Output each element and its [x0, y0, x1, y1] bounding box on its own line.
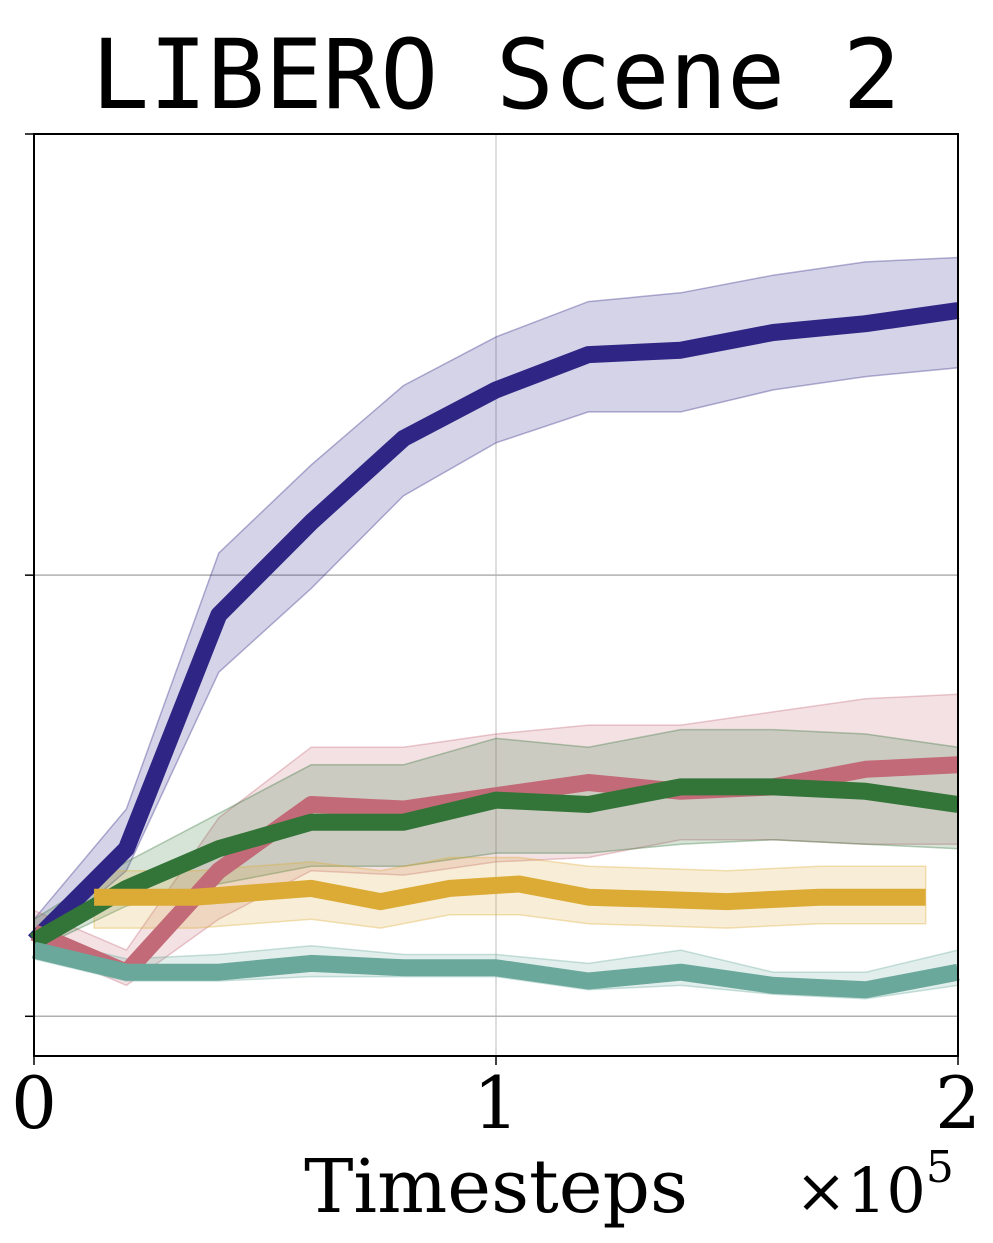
- x-axis-multiplier-base: ×10: [795, 1154, 926, 1227]
- axis-ticks: [25, 133, 959, 1065]
- series-0-line: [27, 302, 960, 948]
- series-lines: [27, 302, 960, 999]
- x-tick-labels: 0 1 2: [11, 1061, 981, 1145]
- x-tick-label-0: 0: [11, 1061, 57, 1145]
- series-4-line: [32, 941, 960, 999]
- x-tick-label-1: 1: [473, 1061, 519, 1145]
- x-axis-multiplier-exponent: 5: [926, 1142, 954, 1193]
- series-2-line: [29, 778, 960, 949]
- x-tick-label-2: 2: [935, 1061, 981, 1145]
- x-axis-label: Timesteps: [304, 1144, 688, 1230]
- x-axis-multiplier: ×105: [795, 1142, 954, 1227]
- series-3-line: [94, 875, 926, 911]
- chart-title: LIBERO Scene 2: [91, 19, 900, 131]
